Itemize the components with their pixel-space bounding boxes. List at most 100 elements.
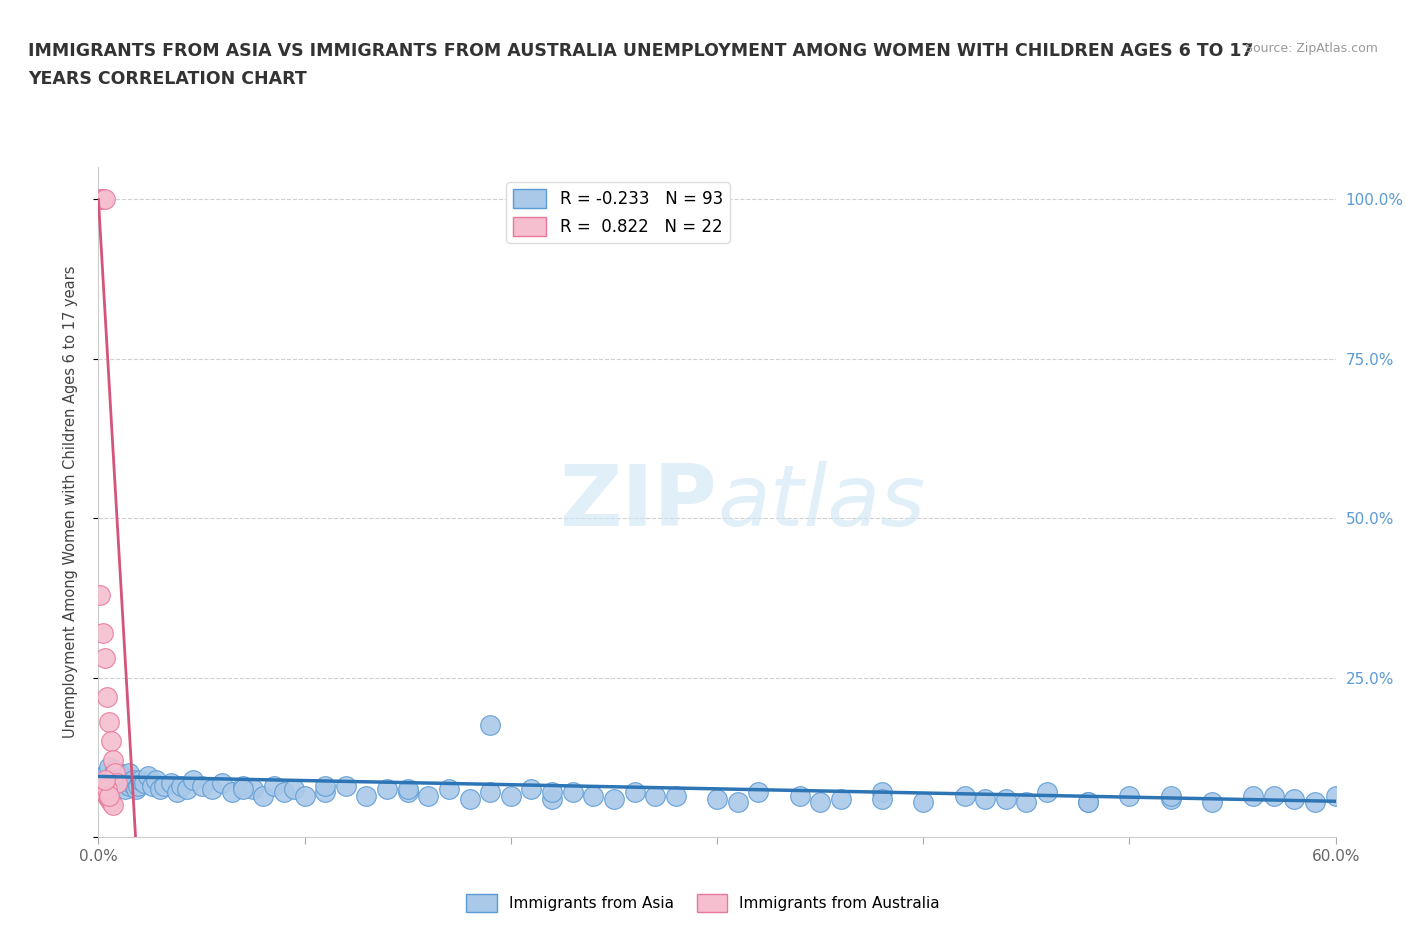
Point xyxy=(396,785,419,800)
Text: YEARS CORRELATION CHART: YEARS CORRELATION CHART xyxy=(28,70,307,87)
Point xyxy=(93,785,115,800)
Point xyxy=(603,791,626,806)
Point xyxy=(520,782,543,797)
Point xyxy=(541,791,564,806)
Point xyxy=(830,791,852,806)
Point xyxy=(1324,788,1347,803)
Point xyxy=(89,192,111,206)
Text: ZIP: ZIP xyxy=(560,460,717,544)
Point xyxy=(112,769,135,784)
Point xyxy=(108,772,131,787)
Point xyxy=(120,776,142,790)
Point xyxy=(105,778,128,793)
Point xyxy=(93,772,115,787)
Point xyxy=(1077,794,1099,809)
Point xyxy=(91,782,114,797)
Point xyxy=(808,794,831,809)
Point xyxy=(118,765,141,780)
Point xyxy=(104,769,127,784)
Point xyxy=(122,772,145,787)
Point xyxy=(1036,785,1059,800)
Point xyxy=(314,785,336,800)
Point xyxy=(91,192,114,206)
Legend: Immigrants from Asia, Immigrants from Australia: Immigrants from Asia, Immigrants from Au… xyxy=(460,888,946,918)
Point xyxy=(91,626,114,641)
Point xyxy=(117,772,139,787)
Point xyxy=(97,788,120,803)
Point xyxy=(114,782,136,797)
Point xyxy=(1201,794,1223,809)
Point xyxy=(89,587,111,602)
Point xyxy=(479,718,502,733)
Point xyxy=(1160,788,1182,803)
Point xyxy=(128,772,150,787)
Point xyxy=(132,776,155,790)
Point xyxy=(499,788,522,803)
Point xyxy=(994,791,1017,806)
Point xyxy=(665,788,688,803)
Point xyxy=(101,798,124,813)
Point xyxy=(789,788,811,803)
Point xyxy=(1077,794,1099,809)
Point xyxy=(232,778,254,793)
Point xyxy=(176,782,198,797)
Point xyxy=(458,791,481,806)
Point xyxy=(1015,794,1038,809)
Point xyxy=(181,772,204,787)
Point xyxy=(375,782,398,797)
Point xyxy=(706,791,728,806)
Point xyxy=(145,772,167,787)
Legend: R = -0.233   N = 93, R =  0.822   N = 22: R = -0.233 N = 93, R = 0.822 N = 22 xyxy=(506,182,730,243)
Point xyxy=(124,782,146,797)
Point xyxy=(97,791,120,806)
Point xyxy=(89,778,111,793)
Point xyxy=(437,782,460,797)
Point xyxy=(104,763,127,777)
Point xyxy=(93,772,115,787)
Point xyxy=(870,791,893,806)
Point xyxy=(100,772,122,787)
Point xyxy=(141,778,163,793)
Point xyxy=(335,778,357,793)
Point xyxy=(159,776,181,790)
Text: atlas: atlas xyxy=(717,460,925,544)
Point xyxy=(118,778,141,793)
Point xyxy=(101,778,124,793)
Point xyxy=(479,785,502,800)
Point xyxy=(166,785,188,800)
Point xyxy=(190,778,212,793)
Point xyxy=(623,785,645,800)
Point xyxy=(100,734,122,749)
Point xyxy=(170,778,193,793)
Point xyxy=(153,778,176,793)
Point xyxy=(232,782,254,797)
Point xyxy=(727,794,749,809)
Point xyxy=(201,782,224,797)
Text: IMMIGRANTS FROM ASIA VS IMMIGRANTS FROM AUSTRALIA UNEMPLOYMENT AMONG WOMEN WITH : IMMIGRANTS FROM ASIA VS IMMIGRANTS FROM … xyxy=(28,42,1254,60)
Point xyxy=(96,765,118,780)
Point xyxy=(96,788,118,803)
Point xyxy=(263,778,285,793)
Point xyxy=(644,788,666,803)
Point xyxy=(105,776,128,790)
Point xyxy=(96,689,118,704)
Point xyxy=(418,788,440,803)
Point xyxy=(1118,788,1140,803)
Point xyxy=(953,788,976,803)
Point xyxy=(561,785,583,800)
Point xyxy=(93,192,115,206)
Point xyxy=(110,776,132,790)
Point xyxy=(242,782,264,797)
Point xyxy=(136,769,159,784)
Point xyxy=(1303,794,1326,809)
Point xyxy=(283,782,305,797)
Point xyxy=(97,715,120,730)
Point xyxy=(252,788,274,803)
Text: Source: ZipAtlas.com: Source: ZipAtlas.com xyxy=(1244,42,1378,55)
Y-axis label: Unemployment Among Women with Children Ages 6 to 17 years: Unemployment Among Women with Children A… xyxy=(63,266,77,738)
Point xyxy=(93,651,115,666)
Point xyxy=(100,794,122,809)
Point xyxy=(294,788,316,803)
Point xyxy=(211,776,233,790)
Point xyxy=(1284,791,1306,806)
